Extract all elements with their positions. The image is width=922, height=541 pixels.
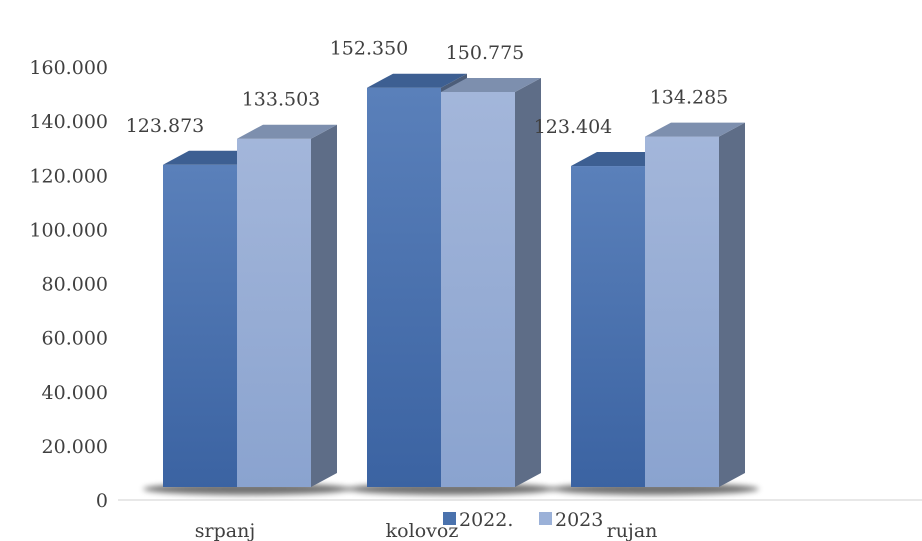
x-tick-label: kolovoz xyxy=(386,520,459,541)
bar-front xyxy=(367,87,441,487)
y-tick-label: 160.000 xyxy=(29,57,108,79)
bar-front xyxy=(571,166,645,488)
bar-side xyxy=(515,77,541,488)
bar-kolovoz-2023 xyxy=(441,77,541,488)
legend-swatch xyxy=(539,512,552,525)
y-tick-label: 40.000 xyxy=(42,382,108,404)
y-tick-label: 140.000 xyxy=(29,111,108,133)
bar-front xyxy=(237,138,311,487)
bar-top xyxy=(645,122,745,137)
data-label: 123.873 xyxy=(126,115,205,137)
bar-front xyxy=(441,91,515,488)
data-label: 152.350 xyxy=(330,38,409,60)
x-tick-label: srpanj xyxy=(195,520,255,541)
y-tick-label: 100.000 xyxy=(29,219,108,241)
legend-item: 2023 xyxy=(539,509,603,531)
bar-srpanj-2023 xyxy=(237,124,337,487)
bar-side xyxy=(719,122,745,487)
y-axis: 0 20.000 40.000 60.000 80.000 100.000 120.000 1… xyxy=(29,57,108,512)
legend-swatch xyxy=(443,512,456,525)
y-tick-label: 60.000 xyxy=(42,328,108,350)
bar-top xyxy=(441,77,541,92)
y-tick-label: 0 xyxy=(96,490,108,512)
y-tick-label: 20.000 xyxy=(42,436,108,458)
data-label: 133.503 xyxy=(242,89,321,111)
data-label: 150.775 xyxy=(446,42,525,64)
bar-side xyxy=(311,124,337,487)
data-label: 123.404 xyxy=(534,116,613,138)
data-label: 134.285 xyxy=(650,87,729,109)
legend-label: 2022. xyxy=(459,509,513,531)
legend-label: 2023 xyxy=(555,509,603,531)
x-tick-label: rujan xyxy=(607,520,658,541)
legend: 2022. 2023 xyxy=(443,509,603,531)
bars xyxy=(163,73,745,488)
bar-front xyxy=(163,164,237,488)
data-labels: 123.873 133.503 152.350 150.775 123.404 134.2… xyxy=(126,38,729,138)
bar-top xyxy=(367,73,467,88)
bar-top xyxy=(237,124,337,139)
legend-item: 2022. xyxy=(443,509,513,531)
x-axis: srpanj kolovoz rujan xyxy=(118,499,922,541)
y-tick-label: 120.000 xyxy=(29,165,108,187)
bar-rujan-2023 xyxy=(645,122,745,487)
y-tick-label: 80.000 xyxy=(42,274,108,296)
bar-front xyxy=(645,136,719,487)
